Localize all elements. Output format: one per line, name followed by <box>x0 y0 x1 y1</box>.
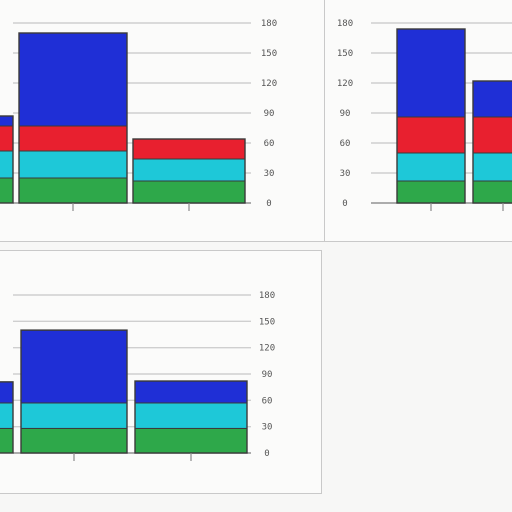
bar-segment-green <box>18 177 128 204</box>
y-tick-label: 0 <box>342 199 347 209</box>
bar-segment-cyan <box>472 152 512 182</box>
y-tick-label: 90 <box>262 370 273 380</box>
bar-stack <box>0 115 14 204</box>
bar-segment-cyan <box>132 158 246 182</box>
y-tick-label: 120 <box>259 344 275 354</box>
bar-segment-red <box>0 125 14 152</box>
bar-segment-green <box>20 427 128 454</box>
bar-segment-green <box>396 180 466 204</box>
bar-segment-blue <box>396 28 466 118</box>
chart-panel-bottom-left: 0 30 60 90 120 150 180 <box>0 250 322 494</box>
bar-segment-red <box>18 125 128 152</box>
y-tick-label: 180 <box>259 291 275 301</box>
y-tick-label: 120 <box>337 79 353 89</box>
bar-segment-green <box>472 180 512 204</box>
chart-panel-top-left: 0 30 60 90 120 150 180 <box>0 0 326 242</box>
bar-segment-blue <box>134 380 248 404</box>
y-tick-label: 60 <box>340 139 351 149</box>
bar-segment-cyan <box>134 402 248 429</box>
y-tick-label: 30 <box>264 169 275 179</box>
bar-segment-cyan <box>0 402 14 429</box>
bar-stack <box>20 329 128 454</box>
bar-segment-cyan <box>0 150 14 179</box>
y-tick-label: 0 <box>266 199 271 209</box>
bar-stack <box>472 80 512 204</box>
bar-outline <box>0 115 14 204</box>
y-tick-label: 120 <box>261 79 277 89</box>
y-tick-label: 0 <box>264 449 269 459</box>
y-tick-label: 180 <box>261 19 277 29</box>
bar-segment-blue <box>0 381 14 404</box>
chart-panel-top-right: 0 30 60 90 120 150 180 <box>324 0 512 242</box>
y-tick-label: 90 <box>264 109 275 119</box>
y-tick-label: 150 <box>337 49 353 59</box>
bar-stack <box>0 381 14 454</box>
bar-segment-cyan <box>20 402 128 429</box>
bar-stack <box>132 138 246 204</box>
y-tick-label: 30 <box>340 169 351 179</box>
y-tick-label: 180 <box>337 19 353 29</box>
y-tick-label: 30 <box>262 423 273 433</box>
bar-segment-cyan <box>18 150 128 179</box>
bar-segment-green <box>0 177 14 204</box>
bar-stack <box>134 380 248 454</box>
bar-segment-blue <box>0 115 14 127</box>
stacked-bar-chart: 0 30 60 90 120 150 180 <box>0 19 277 211</box>
bar-segment-red <box>132 138 246 160</box>
bar-segment-blue <box>472 80 512 118</box>
bar-segment-red <box>396 116 466 154</box>
bar-segment-green <box>0 427 14 454</box>
bar-outline <box>0 381 14 454</box>
bar-segment-blue <box>20 329 128 404</box>
bar-segment-red <box>472 116 512 154</box>
stacked-bar-chart: 0 30 60 90 120 150 180 <box>337 19 512 211</box>
bar-segment-cyan <box>396 152 466 182</box>
stacked-bar-chart: 0 30 60 90 120 150 180 <box>0 291 275 461</box>
bar-segment-green <box>134 427 248 454</box>
y-tick-label: 60 <box>264 139 275 149</box>
y-tick-label: 60 <box>262 396 273 406</box>
y-tick-label: 150 <box>261 49 277 59</box>
bar-stack <box>396 28 466 204</box>
y-tick-label: 90 <box>340 109 351 119</box>
bar-stack <box>18 32 128 204</box>
bar-segment-green <box>132 180 246 204</box>
y-tick-label: 150 <box>259 317 275 327</box>
bar-segment-blue <box>18 32 128 127</box>
